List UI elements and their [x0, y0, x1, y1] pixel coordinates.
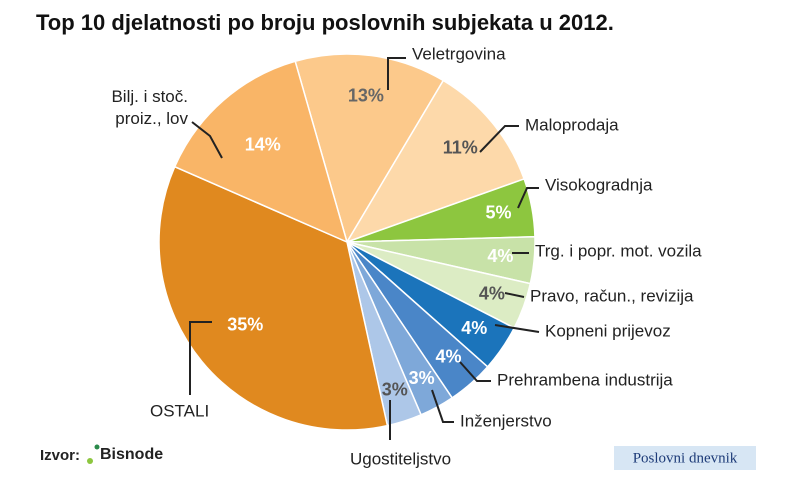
value-label: 4%	[487, 246, 513, 266]
leader-line	[191, 121, 223, 159]
slice-name: Kopneni prijevoz	[545, 321, 671, 340]
logo-dot	[94, 444, 100, 450]
publisher-box	[614, 446, 756, 470]
slice-name: Trg. i popr. mot. vozila	[535, 241, 702, 260]
value-label: 4%	[436, 347, 462, 367]
pie-slice	[158, 165, 389, 431]
slice-name: Veletrgovina	[412, 44, 506, 63]
slice-name: Pravo, račun., revizija	[530, 286, 694, 305]
slice-name: Maloprodaja	[525, 115, 619, 134]
value-label: 3%	[382, 379, 408, 399]
slice-name: Bilj. i stoč. proiz., lov	[111, 87, 188, 128]
leader-line	[479, 125, 519, 153]
value-label: 4%	[461, 318, 487, 338]
source-label: Izvor:	[40, 447, 80, 464]
slice-name: Prehrambena industrija	[497, 370, 673, 389]
leader-line	[459, 361, 491, 382]
value-label: 35%	[227, 314, 263, 334]
top-band	[0, 0, 800, 6]
source: Bisnode	[100, 446, 163, 463]
leader-line	[517, 187, 539, 209]
value-label: 11%	[443, 138, 478, 158]
pie: 13% Veletrgovina 11% Maloprodaja 5% Visokogra…	[150, 44, 702, 468]
pie-slice	[294, 53, 445, 244]
value-label: 13%	[348, 85, 384, 105]
slice-name: Ugostiteljstvo	[350, 449, 451, 468]
leader-line	[387, 57, 406, 90]
leader-line	[431, 389, 454, 423]
slice-name: OSTALI	[150, 401, 209, 420]
slice-name: Inženjerstvo	[460, 411, 552, 430]
leader-line	[504, 292, 525, 298]
value-label: 3%	[409, 368, 435, 388]
leader-line	[189, 321, 212, 395]
value-label: 5%	[486, 202, 512, 222]
publisher: Poslovni dnevnik	[633, 450, 738, 466]
pie-slice	[173, 60, 349, 244]
logo-dot	[87, 458, 93, 464]
value-label: 14%	[245, 135, 281, 155]
slice-name: Visokogradnja	[545, 175, 653, 194]
pie-slice	[345, 79, 526, 244]
chart-title: Top 10 djelatnosti po broju poslovnih su…	[36, 10, 614, 35]
value-label: 4%	[479, 283, 505, 303]
leader-line	[494, 324, 540, 333]
